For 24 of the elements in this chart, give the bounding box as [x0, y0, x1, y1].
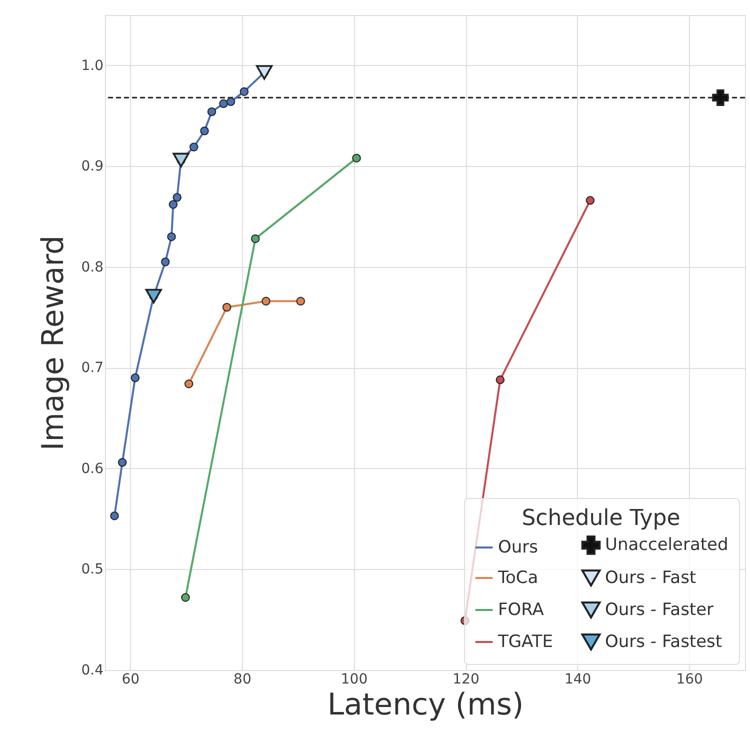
x-tick-label: 100 — [340, 672, 368, 688]
legend-label: Ours - Fastest — [605, 632, 722, 652]
y-tick-label: 0.8 — [81, 259, 104, 276]
x-tick-label: 160 — [676, 672, 703, 688]
legend-label: Ours — [498, 538, 538, 558]
legend-label: TGATE — [497, 632, 553, 652]
legend-label: Ours - Fast — [605, 568, 696, 588]
y-tick-label: 0.5 — [81, 562, 104, 578]
x-tick-label: 60 — [122, 672, 140, 688]
y-tick-label: 0.9 — [81, 158, 104, 175]
legend-label: Ours - Faster — [605, 600, 714, 620]
x-tick-label: 140 — [564, 672, 592, 688]
y-tick-label: 1.0 — [81, 58, 104, 74]
y-tick-label: 0.7 — [81, 360, 104, 376]
x-tick-label: 120 — [452, 672, 480, 688]
y-axis-title: Image Reward — [36, 235, 72, 451]
y-tick-label: 0.6 — [81, 460, 104, 477]
legend-title: Schedule Type — [522, 506, 680, 531]
legend-label: ToCa — [497, 568, 538, 588]
legend-label: FORA — [498, 600, 544, 620]
x-axis-title: Latency (ms) — [327, 688, 524, 722]
x-tick-label: 80 — [234, 672, 252, 688]
legend-label: Unaccelerated — [605, 535, 728, 556]
y-tick-label: 0.4 — [81, 662, 104, 678]
